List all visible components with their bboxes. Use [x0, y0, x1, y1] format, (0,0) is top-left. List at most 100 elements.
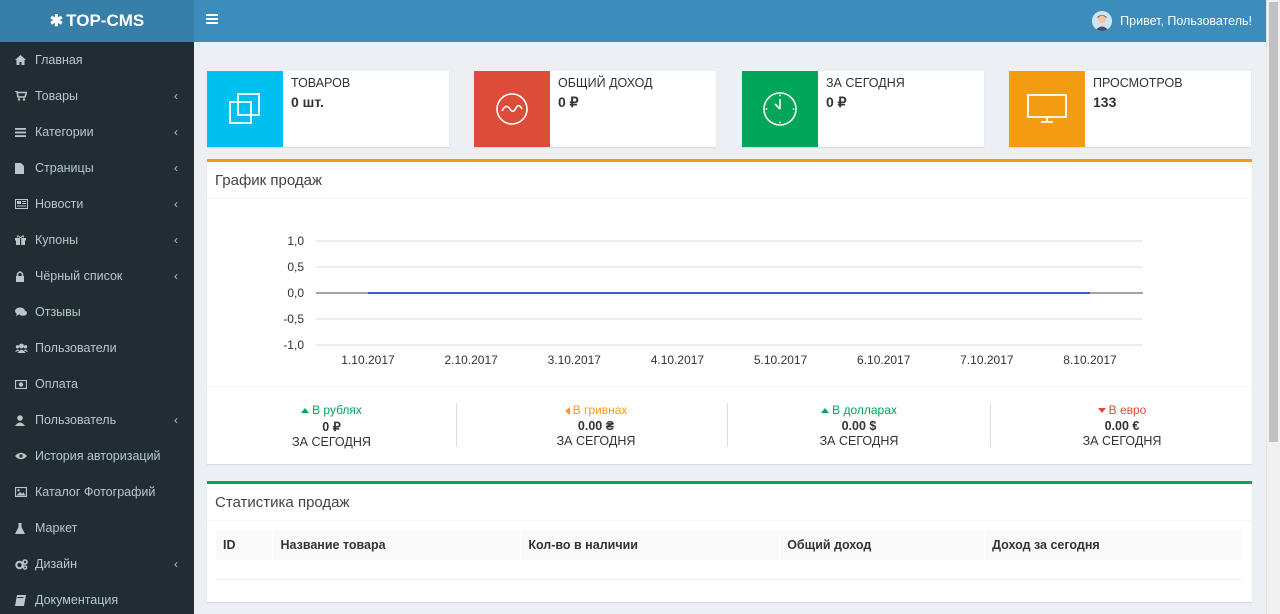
cogs-icon — [15, 558, 31, 570]
sales-stats-title: Статистика продаж — [207, 484, 1252, 521]
caret-left-icon — [564, 406, 570, 415]
info-box-4: ПРОСМОТРОВ 133 — [1009, 71, 1251, 147]
currency-stats: В рублях 0 ₽ ЗА СЕГОДНЯ В гривнах 0.00 ₴ ЗА С… — [207, 386, 1252, 466]
chevron-left-icon: ‹ — [174, 89, 178, 103]
sidebar-item-2[interactable]: Товары ‹ — [0, 78, 194, 114]
table-header-2[interactable]: Название товара — [272, 530, 522, 560]
sidebar-item-6[interactable]: Купоны ‹ — [0, 222, 194, 258]
sidebar-item-16[interactable]: Документация — [0, 582, 194, 614]
sidebar-item-11[interactable]: Пользователь ‹ — [0, 402, 194, 438]
sidebar-item-10[interactable]: Оплата — [0, 366, 194, 402]
flask-icon — [15, 522, 31, 534]
image-icon — [15, 487, 31, 497]
info-box-2: ОБЩИЙ ДОХОД 0 ₽ — [474, 71, 716, 147]
x-tick-label: 7.10.2017 — [960, 353, 1014, 367]
sidebar-item-9[interactable]: Пользователи — [0, 330, 194, 366]
info-box-3: ЗА СЕГОДНЯ 0 ₽ — [742, 71, 984, 147]
sales-stats-box: Статистика продаж ID Название товара Кол-в… — [207, 481, 1252, 602]
sidebar-item-4[interactable]: Страницы ‹ — [0, 150, 194, 186]
sidebar-item-label: Страницы — [35, 161, 94, 175]
currency-stat-1: В рублях 0 ₽ ЗА СЕГОДНЯ — [207, 403, 457, 449]
sidebar-item-label: Пользователи — [35, 341, 117, 355]
eye-icon — [15, 452, 31, 460]
caret-up-icon — [821, 408, 830, 414]
currency-stat-3: В долларах 0.00 $ ЗА СЕГОДНЯ — [728, 403, 991, 448]
x-tick-label: 8.10.2017 — [1063, 353, 1117, 367]
newspaper-icon — [15, 199, 31, 209]
table-row-empty — [216, 560, 1242, 580]
sidebar-item-label: Оплата — [35, 377, 78, 391]
sidebar-item-label: Новости — [35, 197, 84, 211]
brand-logo[interactable]: ✱ TOP-CMS — [0, 0, 194, 42]
sales-chart-title: График продаж — [207, 162, 1252, 199]
sidebar-item-13[interactable]: Каталог Фотографий — [0, 474, 194, 510]
clock-icon — [742, 71, 818, 147]
chevron-left-icon: ‹ — [174, 269, 178, 283]
chevron-left-icon: ‹ — [174, 125, 178, 139]
sidebar-item-label: Категории — [35, 125, 94, 139]
sidebar: ✱ TOP-CMS Главная Товары ‹ Категории ‹ Страни… — [0, 0, 194, 614]
sales-chart-box: График продаж 1,0 0,5 0,0 -0,5 -1,0 1.10.2017… — [207, 159, 1252, 464]
sales-stats-table: ID Название товара Кол-во в наличии Общий д… — [216, 530, 1242, 580]
sidebar-toggle-button[interactable] — [206, 14, 218, 26]
y-tick-label: -0,5 — [283, 312, 304, 326]
info-box-1: ТОВАРОВ 0 шт. — [207, 71, 449, 147]
table-header-4[interactable]: Общий доход — [779, 530, 986, 560]
info-box-title: ЗА СЕГОДНЯ — [826, 76, 905, 90]
caret-up-icon — [301, 408, 310, 414]
scrollbar-thumb[interactable] — [1269, 2, 1278, 442]
money-icon — [15, 379, 31, 389]
chevron-left-icon: ‹ — [174, 413, 178, 427]
sidebar-item-label: Товары — [35, 89, 78, 103]
info-box-value: 0 ₽ — [558, 94, 579, 110]
book-icon — [15, 594, 31, 606]
list-icon — [15, 127, 31, 137]
sales-chart-svg: 1,0 0,5 0,0 -0,5 -1,0 1.10.2017 2.10.2017 3.10.… — [283, 234, 1143, 367]
currency-label: В евро — [1108, 403, 1147, 417]
sidebar-item-14[interactable]: Маркет — [0, 510, 194, 546]
sidebar-item-label: Отзывы — [35, 305, 81, 319]
sidebar-item-8[interactable]: Отзывы — [0, 294, 194, 330]
sidebar-item-label: Купоны — [35, 233, 79, 247]
top-header: Привет, Пользователь! — [194, 0, 1266, 42]
table-header-5[interactable]: Доход за сегодня — [984, 530, 1242, 560]
y-tick-label: -1,0 — [283, 338, 304, 352]
y-tick-label: 1,0 — [287, 234, 304, 248]
sidebar-item-label: История авторизаций — [35, 449, 161, 463]
table-header-3[interactable]: Кол-во в наличии — [520, 530, 781, 560]
x-tick-label: 6.10.2017 — [857, 353, 911, 367]
sales-chart: 1,0 0,5 0,0 -0,5 -1,0 1.10.2017 2.10.2017 3.10.… — [207, 200, 1252, 386]
file-icon — [15, 162, 31, 174]
sidebar-item-5[interactable]: Новости ‹ — [0, 186, 194, 222]
table-header-1[interactable]: ID — [216, 530, 274, 560]
home-icon — [15, 55, 31, 65]
sidebar-item-3[interactable]: Категории ‹ — [0, 114, 194, 150]
lock-icon — [15, 270, 31, 282]
sidebar-item-15[interactable]: Дизайн ‹ — [0, 546, 194, 582]
currency-label: В долларах — [832, 403, 897, 417]
sidebar-item-12[interactable]: История авторизаций — [0, 438, 194, 474]
caret-down-icon — [1097, 408, 1106, 414]
chevron-left-icon: ‹ — [174, 197, 178, 211]
page-scrollbar[interactable] — [1266, 0, 1280, 614]
x-tick-label: 3.10.2017 — [548, 353, 602, 367]
sidebar-item-7[interactable]: Чёрный список ‹ — [0, 258, 194, 294]
sidebar-item-label: Документация — [35, 593, 119, 607]
currency-label: В гривнах — [572, 403, 628, 417]
avatar — [1092, 11, 1113, 31]
x-tick-label: 4.10.2017 — [651, 353, 705, 367]
sidebar-item-1[interactable]: Главная — [0, 42, 194, 78]
y-tick-label: 0,5 — [287, 260, 304, 274]
info-box-title: ТОВАРОВ — [291, 76, 351, 90]
comments-icon — [15, 307, 31, 317]
sidebar-item-label: Дизайн — [35, 557, 78, 571]
chevron-left-icon: ‹ — [174, 161, 178, 175]
user-icon — [15, 414, 31, 426]
x-tick-label: 5.10.2017 — [754, 353, 808, 367]
sidebar-menu: Главная Товары ‹ Категории ‹ Страницы ‹ Новости… — [0, 42, 194, 614]
info-box-title: ОБЩИЙ ДОХОД — [558, 76, 653, 90]
x-tick-label: 1.10.2017 — [341, 353, 395, 367]
info-box-title: ПРОСМОТРОВ — [1093, 76, 1183, 90]
user-menu[interactable]: Привет, Пользователь! — [1092, 11, 1252, 31]
currency-amount: 0.00 $ — [841, 419, 877, 433]
